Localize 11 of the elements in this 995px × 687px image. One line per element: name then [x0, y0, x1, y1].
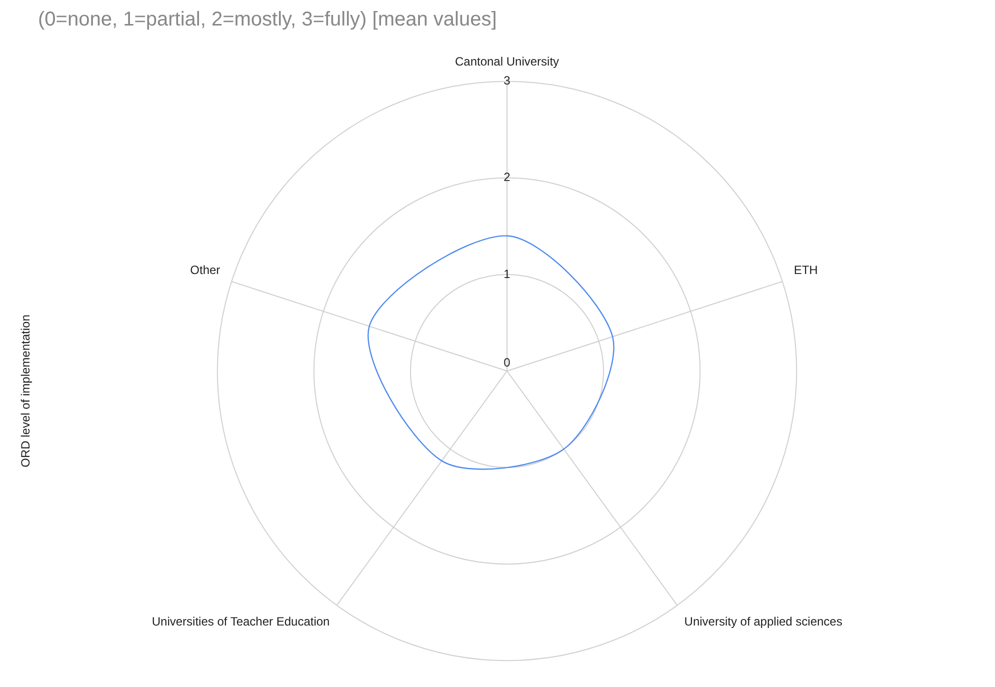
y-tick-label: 2: [504, 170, 511, 184]
spoke-label: Other: [190, 262, 220, 277]
spoke-label: University of applied sciences: [684, 614, 842, 629]
chart-title: (0=none, 1=partial, 2=mostly, 3=fully) [mean values]: [38, 8, 497, 31]
y-tick-label: 1: [504, 266, 511, 281]
spoke-label: Cantonal University: [454, 54, 560, 69]
spoke-label: ETH: [794, 262, 818, 277]
y-tick-label: 3: [504, 74, 511, 88]
text: ORD level of implementation: [18, 314, 32, 468]
y-tick-label: 0: [504, 355, 511, 370]
spoke-label: Universities of Teacher Education: [152, 614, 330, 629]
